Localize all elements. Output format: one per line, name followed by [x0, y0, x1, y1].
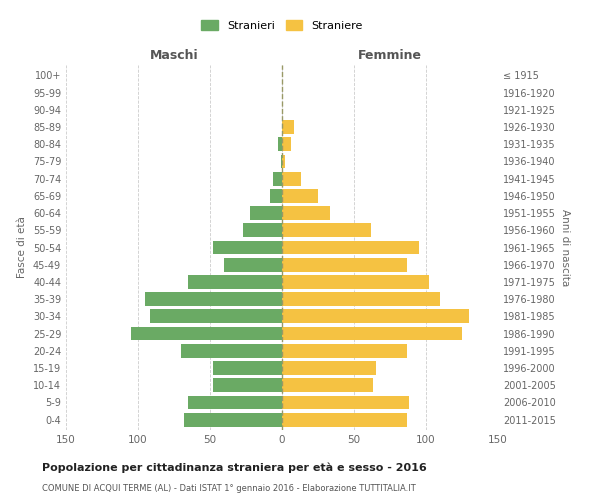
Bar	[281, 154, 282, 168]
Bar	[282, 413, 407, 426]
Bar	[243, 224, 282, 237]
Bar	[282, 240, 419, 254]
Bar	[181, 344, 282, 358]
Bar	[282, 206, 329, 220]
Bar	[213, 240, 282, 254]
Y-axis label: Fasce di età: Fasce di età	[17, 216, 27, 278]
Y-axis label: Anni di nascita: Anni di nascita	[560, 209, 569, 286]
Bar	[188, 396, 282, 409]
Bar	[282, 344, 407, 358]
Bar	[149, 310, 282, 324]
Bar	[282, 326, 462, 340]
Bar	[274, 172, 282, 185]
Bar	[188, 275, 282, 289]
Text: Femmine: Femmine	[358, 50, 422, 62]
Bar	[213, 361, 282, 375]
Bar	[282, 120, 293, 134]
Bar	[282, 361, 376, 375]
Bar	[282, 310, 469, 324]
Bar	[184, 413, 282, 426]
Bar	[282, 275, 429, 289]
Bar	[282, 396, 409, 409]
Bar	[213, 378, 282, 392]
Bar	[131, 326, 282, 340]
Text: Maschi: Maschi	[149, 50, 199, 62]
Bar	[282, 172, 301, 185]
Bar	[145, 292, 282, 306]
Text: COMUNE DI ACQUI TERME (AL) - Dati ISTAT 1° gennaio 2016 - Elaborazione TUTTITALI: COMUNE DI ACQUI TERME (AL) - Dati ISTAT …	[42, 484, 416, 493]
Bar	[282, 154, 285, 168]
Bar	[282, 189, 318, 202]
Legend: Stranieri, Straniere: Stranieri, Straniere	[197, 16, 367, 36]
Bar	[282, 224, 371, 237]
Bar	[282, 292, 440, 306]
Bar	[282, 258, 407, 272]
Bar	[271, 189, 282, 202]
Bar	[282, 378, 373, 392]
Bar	[224, 258, 282, 272]
Bar	[250, 206, 282, 220]
Bar	[278, 138, 282, 151]
Bar	[282, 138, 290, 151]
Text: Popolazione per cittadinanza straniera per età e sesso - 2016: Popolazione per cittadinanza straniera p…	[42, 462, 427, 473]
